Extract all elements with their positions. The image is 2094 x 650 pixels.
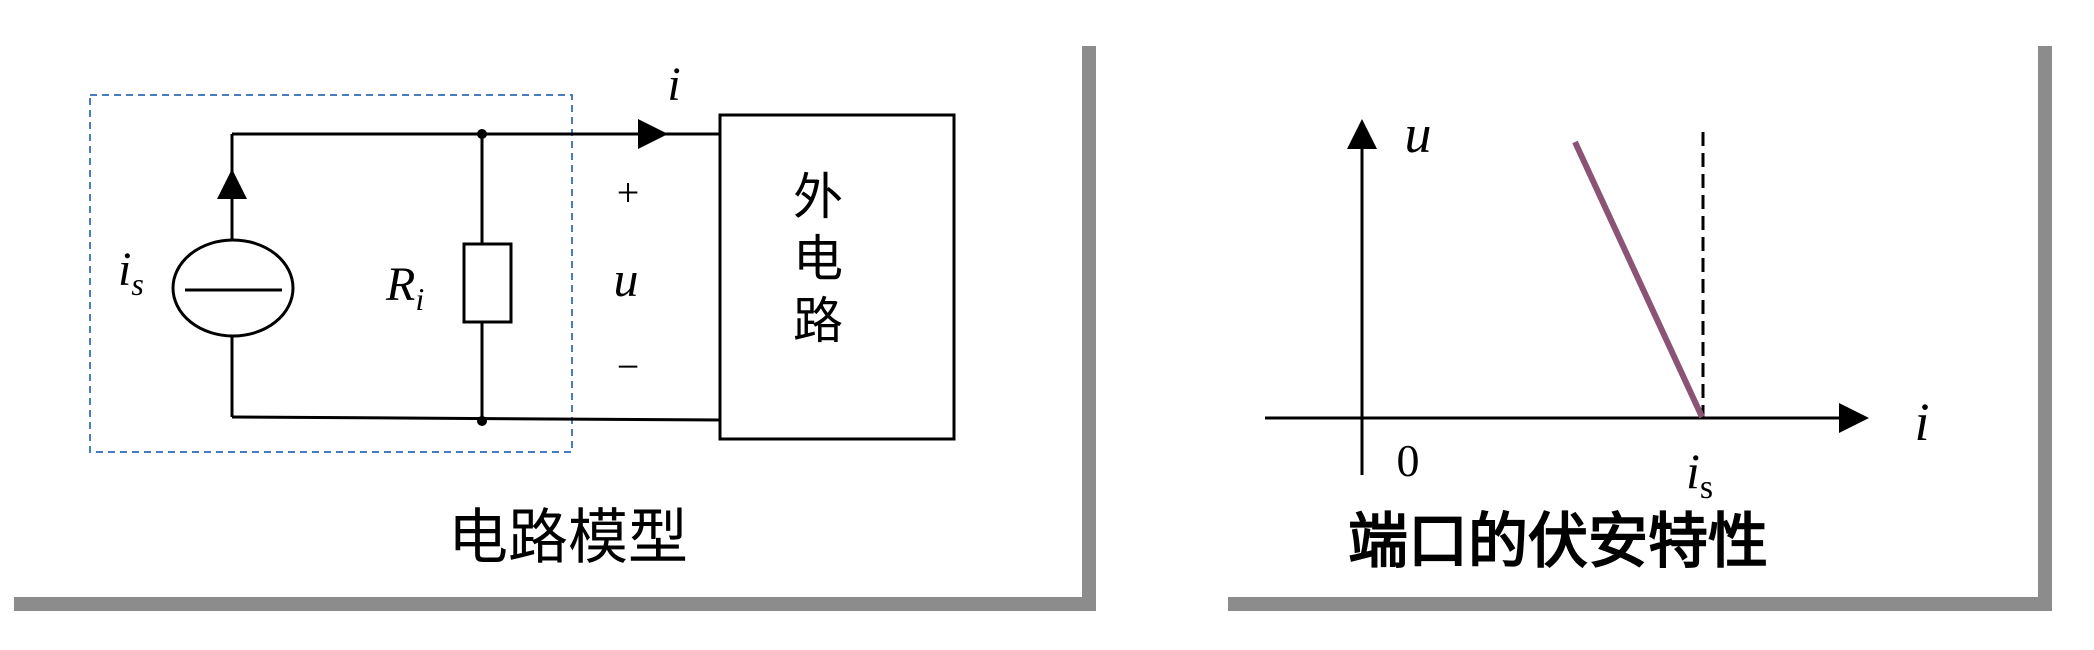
source-label-sub: s bbox=[131, 266, 143, 302]
left-panel-shadow-bottom bbox=[14, 597, 1096, 611]
circuit-model-panel: 外 电 路 i is Ri + u − 电路模型 bbox=[14, 46, 1096, 611]
origin-label: 0 bbox=[1397, 435, 1420, 486]
right-panel-shadow-bottom bbox=[1228, 597, 2052, 611]
right-caption: 端口的伏安特性 bbox=[1348, 507, 1768, 577]
voltage-label: u bbox=[614, 251, 639, 307]
junction-bottom bbox=[477, 416, 487, 426]
source-dashed-box bbox=[89, 94, 573, 453]
current-label: i bbox=[667, 58, 680, 111]
source-label: is bbox=[118, 243, 144, 302]
y-axis-label: u bbox=[1405, 104, 1432, 164]
external-circuit-box bbox=[718, 113, 956, 441]
junction-top bbox=[477, 129, 487, 139]
resistor-label-sub: i bbox=[415, 281, 424, 317]
minus-sign: − bbox=[617, 344, 640, 389]
is-axis-label-main: i bbox=[1686, 443, 1700, 499]
vi-characteristic-panel: u i 0 is 端口的伏安特性 bbox=[1228, 46, 2052, 611]
external-circuit-char-3: 路 bbox=[793, 292, 843, 350]
source-label-main: i bbox=[118, 243, 131, 296]
external-circuit-char-2: 电 bbox=[793, 230, 843, 288]
plus-sign: + bbox=[617, 170, 640, 215]
x-axis-label: i bbox=[1914, 392, 1929, 452]
resistor-symbol bbox=[462, 242, 513, 324]
resistor-label-main: R bbox=[385, 258, 415, 311]
external-circuit-char-1: 外 bbox=[793, 168, 843, 226]
left-panel-shadow-right bbox=[1082, 46, 1096, 611]
resistor-label: Ri bbox=[385, 258, 424, 317]
current-source-symbol bbox=[171, 238, 295, 338]
left-caption: 电路模型 bbox=[448, 503, 688, 573]
characteristic-line bbox=[1572, 140, 1705, 419]
right-panel-shadow-right bbox=[2038, 46, 2052, 611]
is-axis-label: is bbox=[1686, 443, 1713, 506]
bottom-wire bbox=[231, 415, 723, 422]
is-axis-label-sub: s bbox=[1700, 469, 1713, 506]
